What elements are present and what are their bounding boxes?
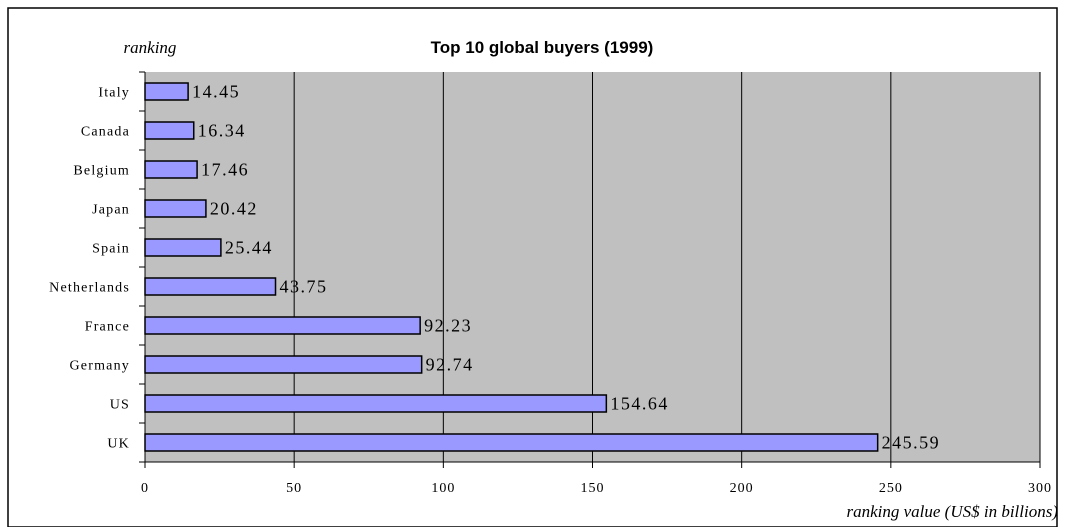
data-label: 17.46: [201, 160, 249, 180]
chart-title: Top 10 global buyers (1999): [431, 38, 654, 57]
category-label: US: [110, 398, 130, 413]
bar: [144, 121, 195, 140]
bar: [144, 277, 277, 296]
data-label: 25.44: [225, 238, 273, 258]
bar: [144, 316, 421, 335]
bar: [144, 82, 189, 101]
category-label: Netherlands: [49, 281, 130, 296]
x-tick-label: 300: [1028, 481, 1052, 496]
category-label: UK: [107, 437, 130, 452]
bar: [144, 199, 207, 218]
category-label: Spain: [92, 242, 130, 257]
x-tick-label: 150: [581, 481, 605, 496]
plot-area: 0 50 100 150 200 250 300 Italy 14.45 Canada 16.34 B…: [49, 71, 1052, 496]
data-label: 43.75: [280, 277, 328, 297]
category-label: Germany: [70, 359, 131, 374]
category-label: Canada: [81, 125, 130, 140]
bar: [144, 355, 423, 374]
y-axis-title: ranking: [124, 38, 177, 57]
data-label: 92.74: [426, 355, 474, 375]
bar: [144, 238, 222, 257]
data-label: 14.45: [192, 82, 240, 102]
x-tick-label: 100: [431, 481, 455, 496]
x-tick-label: 0: [141, 481, 149, 496]
bar: [144, 394, 608, 413]
data-label: 16.34: [198, 121, 246, 141]
category-label: France: [85, 320, 130, 335]
x-axis-title: ranking value (US$ in billions): [846, 502, 1058, 521]
data-label: 92.23: [424, 316, 472, 336]
x-tick-label: 50: [286, 481, 302, 496]
category-label: Italy: [98, 86, 130, 101]
category-label: Belgium: [73, 164, 130, 179]
x-tick-label: 250: [879, 481, 903, 496]
data-label: 20.42: [210, 199, 258, 219]
category-label: Japan: [92, 203, 130, 218]
x-tick-label: 200: [730, 481, 754, 496]
bar: [144, 433, 879, 452]
data-label: 154.64: [610, 394, 669, 414]
bar: [144, 160, 198, 179]
data-label: 245.59: [882, 433, 941, 453]
